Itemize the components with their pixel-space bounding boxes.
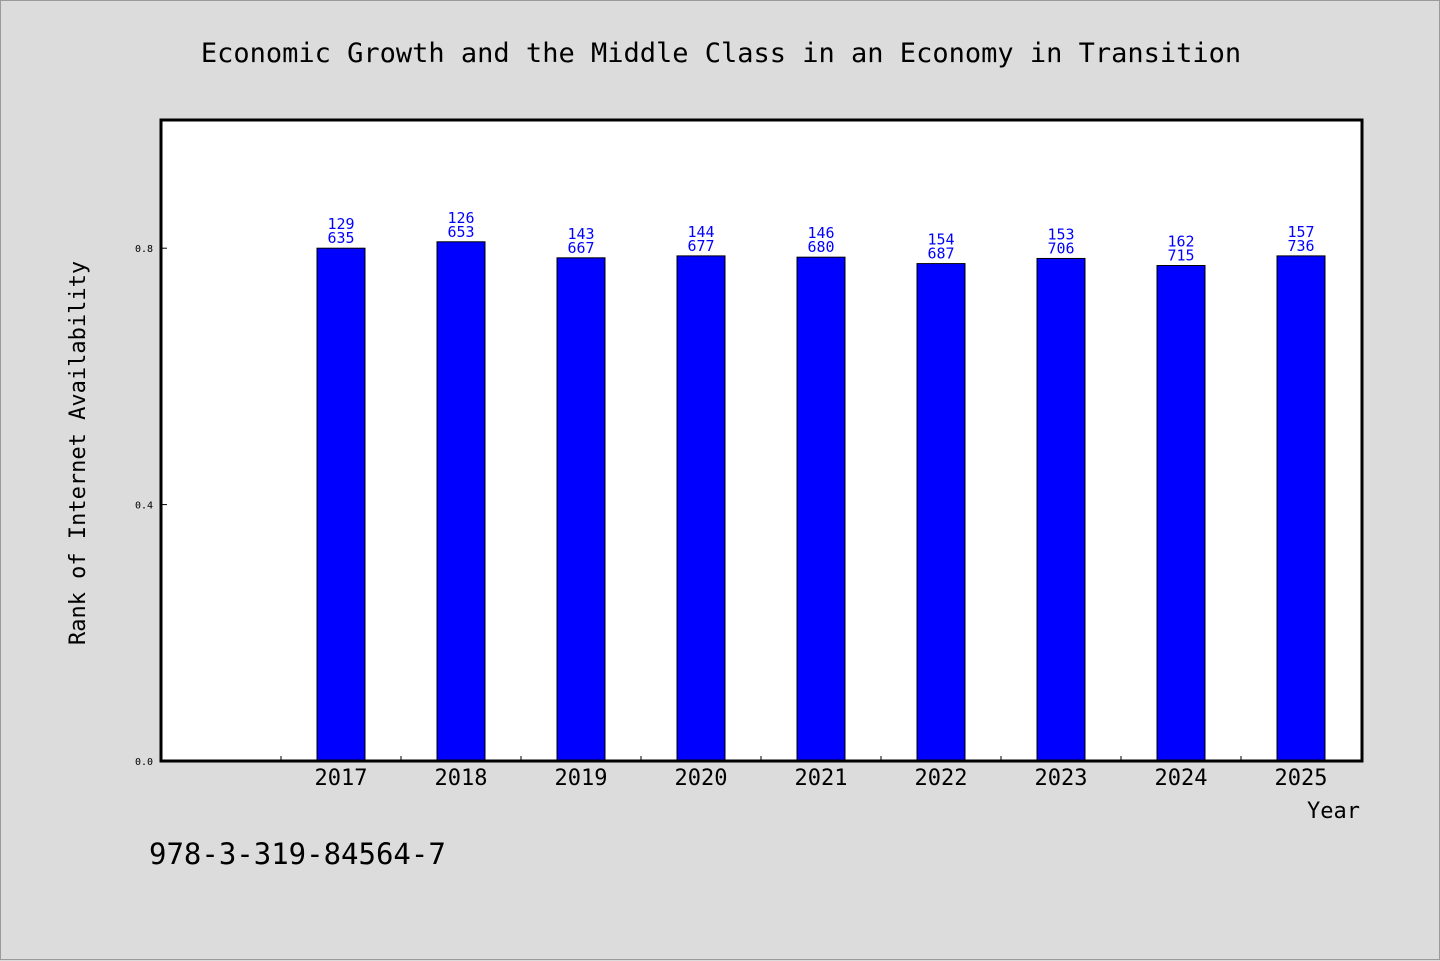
bar-data-label-bottom: 653 [447, 223, 474, 241]
bar-data-label-bottom: 635 [327, 229, 354, 247]
x-tick-label: 2025 [1275, 766, 1328, 791]
bar-data-label-top: 126 [447, 209, 474, 227]
bar-data-label-bottom: 680 [807, 238, 834, 256]
bar [796, 256, 846, 762]
bar-data-label-top: 143 [567, 225, 594, 243]
bar-data-label-top: 153 [1047, 225, 1074, 243]
x-tick-label: 2017 [315, 766, 368, 791]
x-tick-label: 2024 [1155, 766, 1208, 791]
bar [436, 241, 486, 762]
bar [916, 263, 966, 762]
bar [1036, 257, 1086, 762]
bar-data-label-bottom: 715 [1167, 247, 1194, 265]
x-axis-ticks: 2017 2018 2019 2020 2021 2022 2023 2024 2025 [280, 756, 1328, 791]
x-tick-label: 2019 [555, 766, 608, 791]
bar [1276, 255, 1326, 762]
plot-frame [159, 118, 1364, 763]
bar-data-label-bottom: 687 [927, 245, 954, 263]
chart-title: Economic Growth and the Middle Class in … [201, 38, 1241, 69]
bar-data-label-top: 157 [1287, 223, 1314, 241]
x-axis-label: Year [1307, 799, 1360, 824]
x-tick-label: 2022 [915, 766, 968, 791]
bar-data-label-bottom: 677 [687, 237, 714, 255]
y-tick-label: 0.8 [135, 244, 153, 255]
bar [316, 247, 366, 762]
bar-series [316, 241, 1326, 762]
bar [556, 257, 606, 762]
isbn-footer: 978-3-319-84564-7 [149, 837, 446, 871]
bar-data-label-top: 129 [327, 215, 354, 233]
y-tick-label: 0.0 [135, 757, 153, 768]
x-tick-label: 2018 [435, 766, 488, 791]
x-tick-label: 2020 [675, 766, 728, 791]
bar-data-label-bottom: 706 [1047, 239, 1074, 257]
y-tick-label: 0.4 [135, 501, 153, 512]
bar-data-label-top: 154 [927, 231, 954, 249]
bar [1156, 265, 1206, 762]
x-tick-label: 2021 [795, 766, 848, 791]
bar-data-label-bottom: 736 [1287, 237, 1314, 255]
x-tick-label: 2023 [1035, 766, 1088, 791]
bar-data-label-top: 162 [1167, 233, 1194, 251]
bar-data-label-top: 146 [807, 224, 834, 242]
bar-data-label-bottom: 667 [567, 239, 594, 257]
bar [676, 255, 726, 762]
y-axis-label: Rank of Internet Availability [66, 261, 91, 645]
bar-data-label-top: 144 [687, 223, 714, 241]
